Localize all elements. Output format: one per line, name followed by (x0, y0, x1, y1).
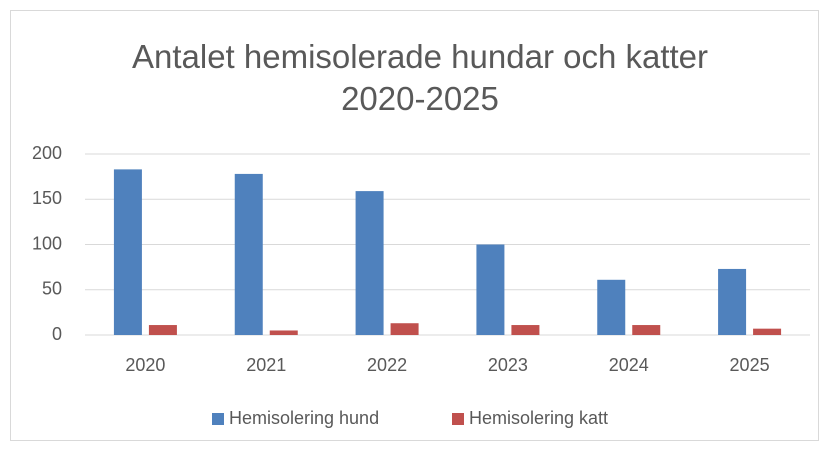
chart-border (10, 10, 819, 441)
bar (390, 323, 419, 335)
legend-swatch (212, 413, 224, 425)
legend-label: Hemisolering hund (229, 408, 379, 428)
y-tick-label: 0 (52, 324, 62, 344)
bar (718, 268, 747, 335)
x-tick-label: 2025 (730, 355, 770, 375)
bar (511, 325, 540, 335)
bar (269, 330, 298, 335)
x-tick-label: 2021 (246, 355, 286, 375)
bar (355, 191, 384, 335)
bar (234, 173, 263, 335)
bar (597, 279, 626, 335)
bar (753, 328, 782, 335)
y-tick-label: 150 (32, 188, 62, 208)
legend-swatch (452, 413, 464, 425)
bar (113, 169, 142, 335)
x-tick-label: 2024 (609, 355, 649, 375)
y-tick-label: 200 (32, 143, 62, 163)
legend-label: Hemisolering katt (469, 408, 608, 428)
chart-title: Antalet hemisolerade hundar och katter 2… (131, 38, 709, 117)
x-tick-label: 2022 (367, 355, 407, 375)
y-tick-label: 50 (42, 279, 62, 299)
bar (476, 244, 505, 335)
bar (148, 325, 177, 335)
bar (632, 325, 661, 335)
x-tick-label: 2023 (488, 355, 528, 375)
y-tick-label: 100 (32, 233, 62, 253)
x-tick-label: 2020 (125, 355, 165, 375)
